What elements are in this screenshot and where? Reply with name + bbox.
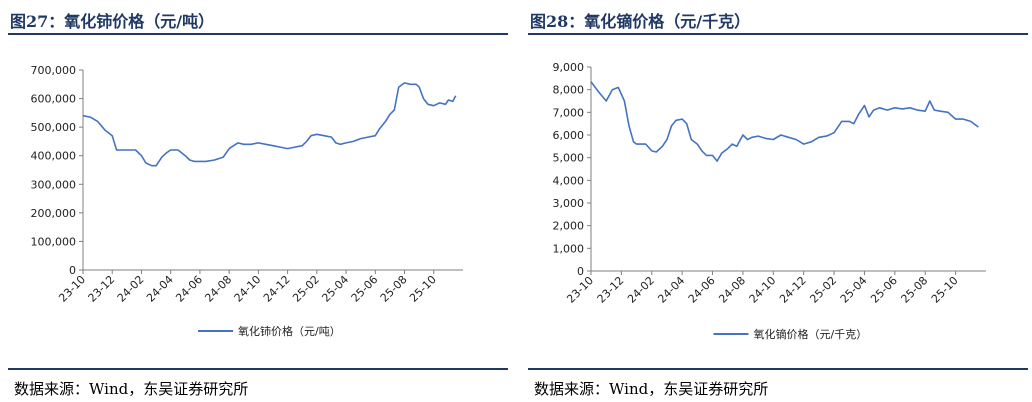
y-tick-label: 200,000 xyxy=(31,207,77,220)
y-tick-label: 0 xyxy=(69,264,76,277)
x-tick-label: 24-06 xyxy=(173,273,205,305)
data-source-note: 数据来源：Wind，东吴证券研究所 xyxy=(534,380,769,398)
x-tick-label: 25-02 xyxy=(807,274,839,306)
y-tick-label: 8,000 xyxy=(553,84,585,97)
bottom-rule xyxy=(528,368,1028,370)
bottom-rule xyxy=(8,368,508,370)
x-tick-label: 24-04 xyxy=(655,274,687,306)
x-tick-label: 23-12 xyxy=(595,274,627,306)
x-tick-label: 24-10 xyxy=(232,273,264,305)
x-tick-label: 25-02 xyxy=(290,273,322,305)
x-tick-label: 25-04 xyxy=(838,274,870,306)
x-tick-label: 23-10 xyxy=(564,274,596,306)
x-tick-label: 25-10 xyxy=(929,274,961,306)
x-tick-label: 25-08 xyxy=(378,273,410,305)
x-tick-label: 25-08 xyxy=(899,274,931,306)
figure-27-panel: 图27：氧化铈价格（元/吨） 0 100,000 200,000 300,000 400… xyxy=(8,0,508,402)
x-tick-label: 24-02 xyxy=(115,273,147,305)
y-tick-label: 300,000 xyxy=(31,178,77,191)
figure-28-panel: 图28：氧化镝价格（元/千克） 0 1,000 2,000 3,000 4,000 5,0… xyxy=(528,0,1028,402)
x-tick-label: 25-06 xyxy=(868,274,900,306)
top-rule xyxy=(528,33,1028,35)
top-rule xyxy=(8,33,508,35)
x-tick-label: 24-02 xyxy=(625,274,657,306)
data-source-note: 数据来源：Wind，东吴证券研究所 xyxy=(14,380,249,398)
x-tick-label: 24-08 xyxy=(202,273,234,305)
y-tick-label: 4,000 xyxy=(553,174,585,187)
y-tick-label: 6,000 xyxy=(553,129,585,142)
y-tick-label: 5,000 xyxy=(553,152,585,165)
dysprosium-oxide-price-chart: 0 1,000 2,000 3,000 4,000 5,000 6,000 7,000 8,00… xyxy=(553,61,986,341)
x-tick-label: 25-10 xyxy=(407,273,439,305)
x-tick-label: 24-12 xyxy=(777,274,809,306)
y-tick-label: 3,000 xyxy=(553,197,585,210)
series-line xyxy=(590,81,979,162)
x-tick-label: 24-12 xyxy=(261,273,293,305)
y-tick-label: 400,000 xyxy=(31,150,77,163)
legend-label: 氧化铈价格（元/吨） xyxy=(238,324,341,338)
x-tick-label: 24-04 xyxy=(144,273,176,305)
x-tick-label: 24-08 xyxy=(716,274,748,306)
x-tick-label: 25-04 xyxy=(319,273,351,305)
x-tick-label: 23-12 xyxy=(86,273,118,305)
figure-title: 图28：氧化镝价格（元/千克） xyxy=(530,12,751,31)
x-tick-label: 25-06 xyxy=(349,273,381,305)
y-tick-label: 7,000 xyxy=(553,106,585,119)
y-tick-label: 0 xyxy=(577,265,584,278)
series-line xyxy=(82,82,457,167)
x-tick-label: 24-06 xyxy=(686,274,718,306)
figure-title: 图27：氧化铈价格（元/吨） xyxy=(10,12,215,31)
y-tick-label: 1,000 xyxy=(553,242,585,255)
y-tick-label: 9,000 xyxy=(553,61,585,74)
cerium-oxide-price-chart: 0 100,000 200,000 300,000 400,000 500,000 600,… xyxy=(31,64,463,338)
x-tick-label: 23-10 xyxy=(56,273,88,305)
y-tick-label: 500,000 xyxy=(31,121,77,134)
y-tick-label: 100,000 xyxy=(31,235,77,248)
legend-label: 氧化镝价格（元/千克） xyxy=(754,327,868,341)
y-tick-label: 2,000 xyxy=(553,220,585,233)
x-tick-label: 24-10 xyxy=(747,274,779,306)
y-tick-label: 700,000 xyxy=(31,64,77,77)
y-tick-label: 600,000 xyxy=(31,93,77,106)
